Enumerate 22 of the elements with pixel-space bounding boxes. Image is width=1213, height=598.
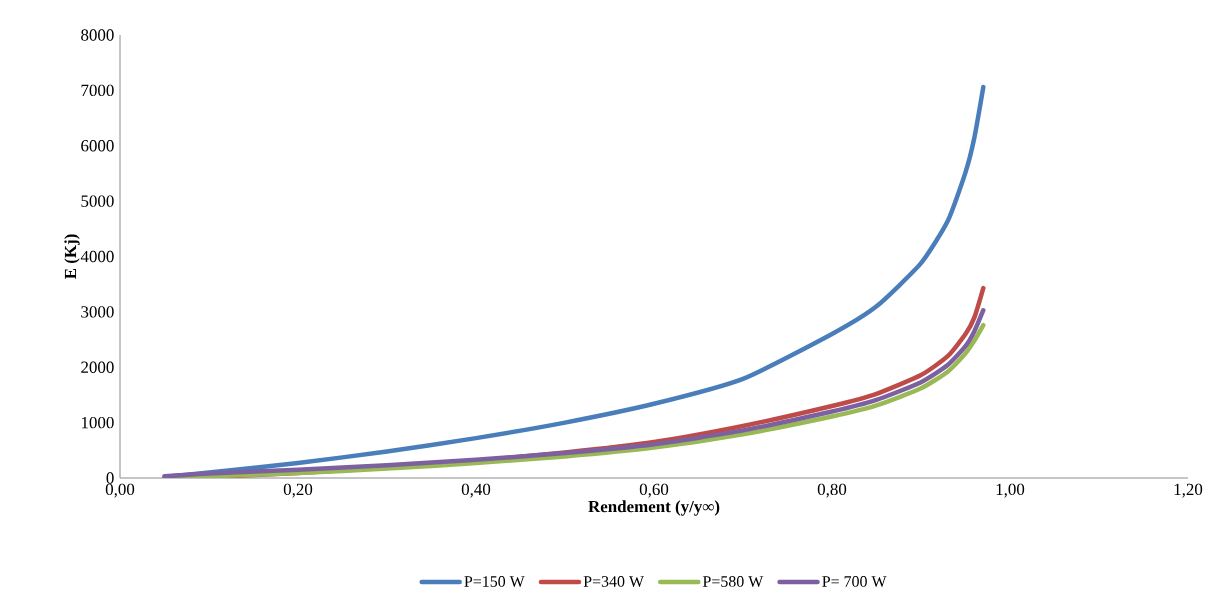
- x-tick-label: 1,20: [1174, 483, 1203, 498]
- x-axis-title: Rendement (y/y∞): [588, 500, 720, 516]
- legend-label: P=340 W: [583, 576, 644, 587]
- x-tick-label: 0,60: [639, 483, 669, 498]
- y-tick-label: 8000: [81, 29, 114, 41]
- y-tick-label: 6000: [81, 140, 114, 152]
- legend-label: P=580 W: [702, 576, 764, 587]
- x-tick-label: 0,20: [283, 483, 313, 498]
- y-tick-label: 1000: [81, 416, 114, 429]
- legend-label: P= 700 W: [822, 576, 887, 587]
- y-tick-label: 2000: [81, 361, 114, 373]
- x-tick-label: 0,00: [105, 483, 135, 498]
- y-tick-label: 5000: [81, 195, 114, 207]
- x-tick-label: 0,40: [461, 483, 491, 498]
- y-tick-label: 3000: [81, 306, 114, 318]
- y-tick-label: 0: [106, 472, 114, 484]
- legend-label: P=150 W: [464, 576, 525, 587]
- y-tick-label: 4000: [80, 250, 114, 263]
- y-axis-title: E (Kj): [64, 234, 80, 280]
- x-tick-label: 1,00: [996, 483, 1025, 498]
- x-tick-label: 0,80: [817, 483, 847, 498]
- y-tick-label: 7000: [81, 84, 114, 97]
